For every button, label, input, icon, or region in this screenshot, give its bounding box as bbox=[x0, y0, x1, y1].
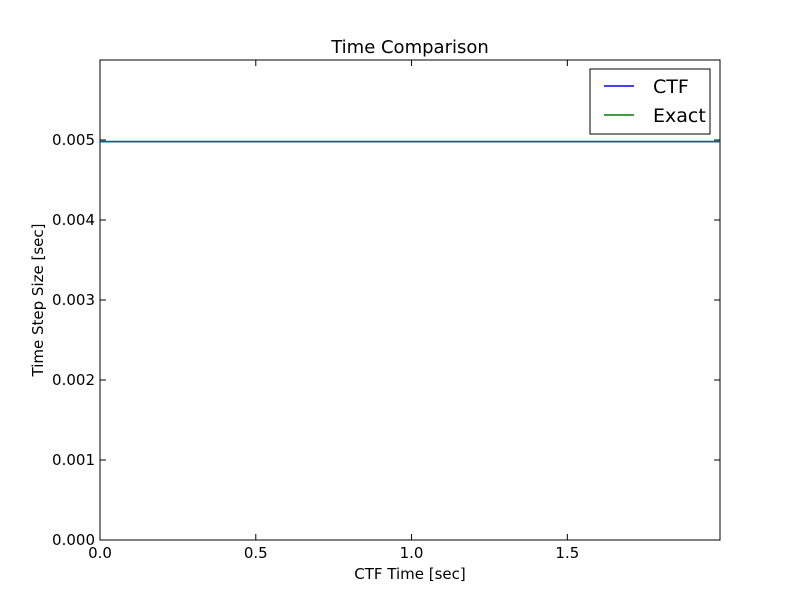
y-axis-ticks: 0.000 0.001 0.002 0.003 0.004 0.005 bbox=[52, 131, 720, 549]
x-tick-label: 0.0 bbox=[88, 544, 112, 562]
x-axis-label: CTF Time [sec] bbox=[354, 565, 466, 583]
y-tick-label: 0.005 bbox=[52, 131, 95, 149]
x-tick-label: 1.5 bbox=[555, 544, 579, 562]
y-axis-label: Time Step Size [sec] bbox=[29, 224, 47, 378]
legend-box bbox=[589, 68, 711, 135]
y-tick-label: 0.004 bbox=[52, 211, 95, 229]
y-tick-label: 0.003 bbox=[52, 291, 95, 309]
y-tick-label: 0.000 bbox=[52, 531, 95, 549]
y-tick-label: 0.002 bbox=[52, 371, 95, 389]
legend-label-exact: Exact bbox=[653, 105, 706, 127]
legend-label-ctf: CTF bbox=[653, 76, 689, 98]
x-axis-ticks: 0.0 0.5 1.0 1.5 bbox=[88, 60, 579, 562]
y-tick-label: 0.001 bbox=[52, 451, 95, 469]
chart-title: Time Comparison bbox=[330, 37, 489, 58]
x-tick-label: 0.5 bbox=[244, 544, 268, 562]
legend: CTF Exact bbox=[589, 68, 711, 135]
x-tick-label: 1.0 bbox=[400, 544, 424, 562]
